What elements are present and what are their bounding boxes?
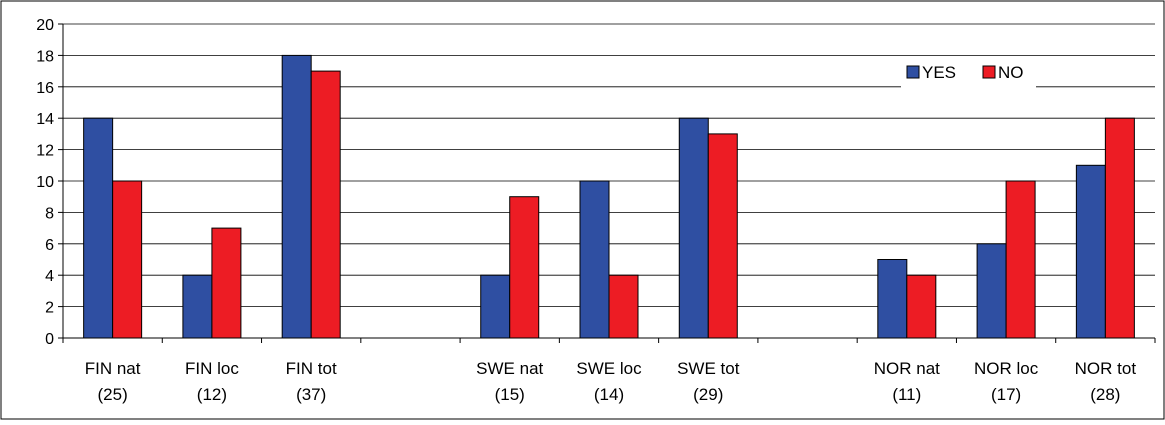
x-tick-label: (11) <box>892 385 921 404</box>
x-tick-label: (14) <box>594 385 624 404</box>
x-tick-label: NOR loc <box>974 359 1039 378</box>
bar-yes-9 <box>976 243 1007 339</box>
x-tick-label: (29) <box>693 385 723 404</box>
y-gridlines <box>63 23 1155 308</box>
x-tick-label: FIN nat <box>85 359 141 378</box>
x-tick-label: (28) <box>1090 385 1120 404</box>
bar-yes-6 <box>678 117 709 339</box>
x-tick-label: (25) <box>98 385 128 404</box>
bar-yes-2 <box>281 54 312 339</box>
bar-yes-8 <box>877 259 908 339</box>
bar-no-0 <box>112 180 143 339</box>
bar-yes-4 <box>480 274 511 339</box>
axes <box>62 24 1156 343</box>
legend-label-no: NO <box>998 63 1024 82</box>
bar-yes-1 <box>182 274 213 339</box>
y-tick-label: 4 <box>45 268 54 285</box>
bar-yes-5 <box>579 180 610 339</box>
x-tick-label: NOR nat <box>874 359 940 378</box>
x-tick-label: FIN loc <box>185 359 239 378</box>
legend-label-yes: YES <box>922 63 956 82</box>
x-tick-label: SWE loc <box>576 359 642 378</box>
y-tick-label: 0 <box>45 331 54 348</box>
x-tick-label: NOR tot <box>1075 359 1137 378</box>
y-axis-ticks: 0 2 4 6 8 10 12 14 16 18 20 <box>36 17 63 348</box>
y-tick-label: 16 <box>36 80 54 97</box>
x-tick-label: FIN tot <box>286 359 337 378</box>
bar-no-6 <box>707 133 738 339</box>
bar-no-10 <box>1104 117 1135 339</box>
x-tick-label: SWE tot <box>677 359 740 378</box>
y-tick-label: 2 <box>45 300 54 317</box>
x-axis-labels: FIN nat (25) FIN loc (12) FIN tot (37) SWE nat… <box>85 359 1137 404</box>
y-tick-label: 18 <box>36 48 54 65</box>
legend-swatch-no <box>982 65 996 79</box>
y-tick-label: 6 <box>45 237 54 254</box>
x-tick-label: (12) <box>197 385 227 404</box>
y-tick-label: 20 <box>36 17 54 34</box>
legend-box <box>901 58 1036 88</box>
bar-no-8 <box>906 274 937 339</box>
bar-yes-10 <box>1075 164 1106 339</box>
x-tick-label: SWE nat <box>476 359 543 378</box>
bar-no-1 <box>211 227 242 339</box>
x-tick-label: (37) <box>296 385 326 404</box>
bar-no-2 <box>310 70 341 339</box>
x-tick-label: (17) <box>991 385 1021 404</box>
bar-yes-0 <box>83 117 114 339</box>
bar-no-9 <box>1005 180 1036 339</box>
bar-no-5 <box>608 274 639 339</box>
y-tick-label: 12 <box>36 143 54 160</box>
y-tick-label: 8 <box>45 205 54 222</box>
bars <box>83 54 1135 339</box>
legend-swatch-yes <box>906 65 920 79</box>
x-tick-label: (15) <box>495 385 525 404</box>
y-tick-label: 10 <box>36 174 54 191</box>
bar-no-4 <box>509 196 540 339</box>
legend: YES NO <box>901 58 1036 88</box>
y-tick-label: 14 <box>36 111 54 128</box>
